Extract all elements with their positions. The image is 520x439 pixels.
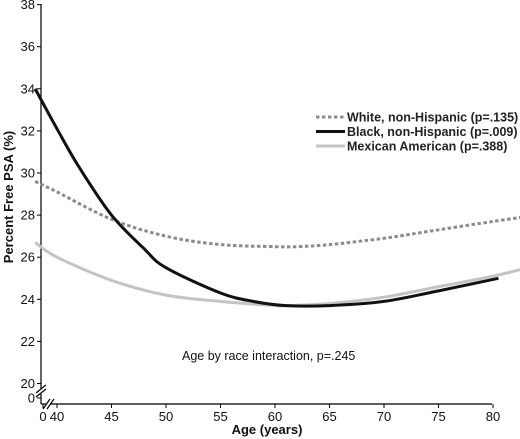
y-tick-label: 32: [21, 123, 35, 138]
y-tick-label: 36: [21, 39, 35, 54]
x-tick-label: 75: [431, 409, 445, 424]
series-line-3: [34, 241, 520, 308]
axes: [35, 4, 492, 410]
x-axis-ticks: 04045505560657075808590: [39, 404, 500, 424]
y-tick-label: 20: [21, 376, 35, 391]
x-tick-label: 55: [213, 409, 227, 424]
x-axis-title: Age (years): [232, 422, 303, 437]
x-tick-label: 80: [486, 409, 500, 424]
y-tick-label: 28: [21, 208, 35, 223]
x-tick-label: 60: [268, 409, 282, 424]
annotation: Age by race interaction, p=.245: [182, 349, 355, 363]
y-tick-label: 22: [21, 334, 35, 349]
legend-label: Mexican American (p=.388): [347, 140, 507, 154]
y-tick-label: 0: [28, 391, 35, 406]
x-tick-label: 50: [159, 409, 173, 424]
y-tick-label: 26: [21, 250, 35, 265]
x-tick-label: 65: [322, 409, 336, 424]
x-tick-label: 40: [50, 409, 64, 424]
x-tick-label: 70: [377, 409, 391, 424]
legend: White, non-Hispanic (p=.135)Black, non-H…: [316, 111, 518, 154]
legend-label: Black, non-Hispanic (p=.009): [347, 125, 518, 139]
y-tick-label: 34: [21, 81, 35, 96]
y-axis-title: Percent Free PSA (%): [1, 131, 16, 263]
series-line-2: [33, 88, 499, 308]
series-lines: [33, 88, 520, 308]
series-line-1: [34, 180, 520, 249]
y-tick-label: 38: [21, 0, 35, 12]
y-axis-ticks: 020 22 24 26 28 30 32 34 36 38: [21, 0, 41, 406]
y-axis-break-mark: [35, 384, 47, 398]
y-tick-label: 24: [21, 292, 35, 307]
x-tick-label: 45: [104, 409, 118, 424]
x-axis-break-mark: [42, 398, 55, 410]
x-tick-label: 0: [39, 409, 46, 424]
legend-label: White, non-Hispanic (p=.135): [347, 111, 518, 125]
y-tick-label: 30: [21, 166, 35, 181]
